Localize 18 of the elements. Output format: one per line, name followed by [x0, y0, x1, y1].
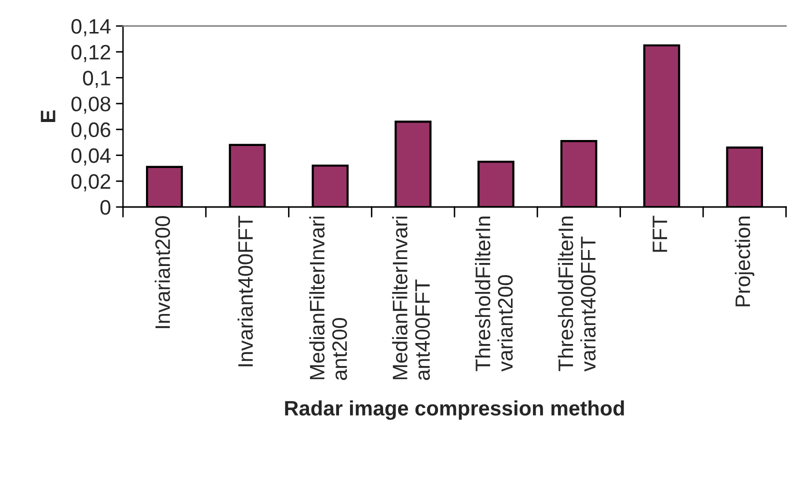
y-axis-title: E — [40, 110, 56, 122]
x-tick-label: MedianFilterInvari ant200 — [309, 216, 347, 380]
y-tick-label: 0,14 — [71, 19, 111, 36]
x-tick-label: Invariant200 — [154, 216, 170, 328]
y-tick-label: 0,02 — [71, 174, 110, 192]
x-tick-label: FFT — [652, 216, 668, 252]
y-tick-label: 0 — [100, 200, 110, 215]
y-tick-label: 0,1 — [83, 70, 110, 88]
x-tick-label: Invariant400FFT — [238, 216, 253, 366]
x-tick-label: ThresholdFilterIn variant200 — [475, 216, 513, 372]
x-tick-label: Projection — [734, 216, 754, 306]
y-tick-label: 0,12 — [71, 44, 110, 62]
x-axis-title: Radar image compression method — [285, 400, 624, 420]
y-tick-label: 0,04 — [71, 148, 111, 166]
x-tick-label: ThresholdFilterIn variant400FFT — [558, 216, 596, 372]
y-tick-label: 0,06 — [71, 122, 110, 140]
y-tick-label: 0,08 — [71, 96, 110, 114]
x-tick-label: MedianFilterInvari ant400FFT — [392, 216, 430, 380]
